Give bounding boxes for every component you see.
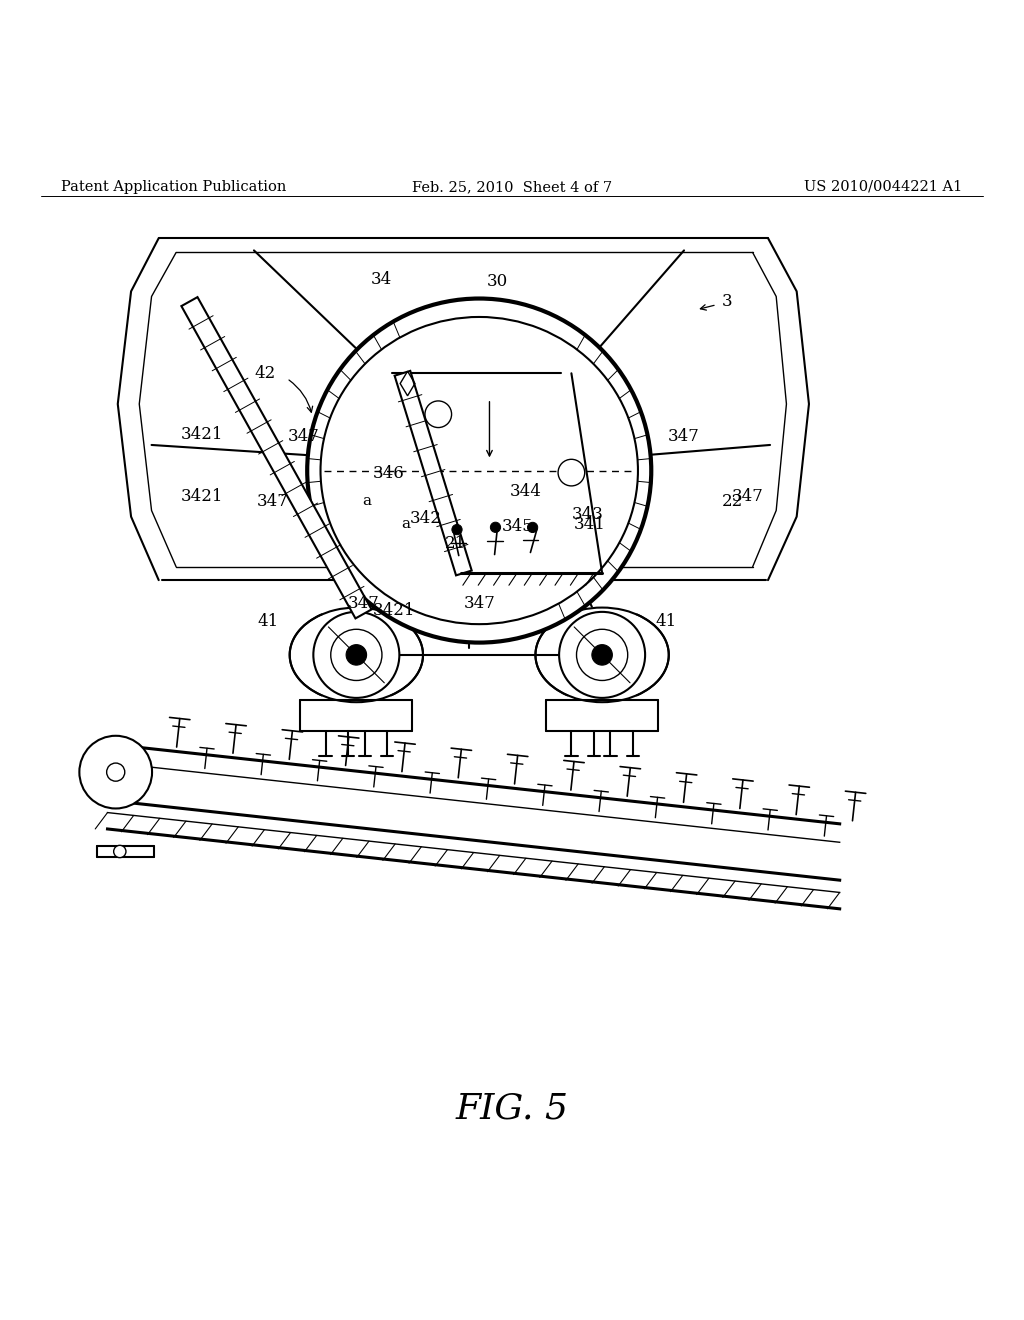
Circle shape xyxy=(592,644,612,665)
Text: 3421: 3421 xyxy=(180,426,223,444)
Text: 347: 347 xyxy=(347,595,380,612)
Circle shape xyxy=(577,630,628,681)
Text: 42: 42 xyxy=(254,364,275,381)
Circle shape xyxy=(452,524,462,535)
Circle shape xyxy=(313,612,399,698)
Text: 41: 41 xyxy=(655,612,677,630)
Circle shape xyxy=(346,644,367,665)
Circle shape xyxy=(79,735,152,808)
Text: 346: 346 xyxy=(373,465,404,482)
Text: 347: 347 xyxy=(257,492,289,510)
Text: 30: 30 xyxy=(487,273,508,289)
Circle shape xyxy=(425,401,452,428)
Text: a: a xyxy=(401,517,410,531)
Text: 347: 347 xyxy=(463,595,496,612)
Polygon shape xyxy=(394,371,472,576)
Text: 34: 34 xyxy=(371,271,391,288)
Circle shape xyxy=(331,630,382,681)
Circle shape xyxy=(559,612,645,698)
Circle shape xyxy=(558,459,585,486)
Text: 3421: 3421 xyxy=(373,602,416,619)
Polygon shape xyxy=(181,297,372,618)
Text: 342: 342 xyxy=(410,511,441,527)
Text: 3: 3 xyxy=(722,293,732,310)
Circle shape xyxy=(527,523,538,532)
Text: 341: 341 xyxy=(573,516,605,533)
Text: 3421: 3421 xyxy=(180,487,223,504)
Text: 22: 22 xyxy=(722,492,743,510)
Circle shape xyxy=(307,298,651,643)
Text: 21: 21 xyxy=(445,535,466,552)
Text: 345: 345 xyxy=(502,519,534,536)
Text: 41: 41 xyxy=(257,612,279,630)
Text: FIG. 5: FIG. 5 xyxy=(456,1092,568,1126)
Text: US 2010/0044221 A1: US 2010/0044221 A1 xyxy=(804,180,963,194)
Circle shape xyxy=(490,523,501,532)
Text: Patent Application Publication: Patent Application Publication xyxy=(61,180,287,194)
Text: a: a xyxy=(362,494,371,508)
Circle shape xyxy=(106,763,125,781)
Text: 347: 347 xyxy=(732,487,764,504)
Text: 344: 344 xyxy=(510,483,542,499)
Text: Feb. 25, 2010  Sheet 4 of 7: Feb. 25, 2010 Sheet 4 of 7 xyxy=(412,180,612,194)
Text: 347: 347 xyxy=(668,428,699,445)
Text: 347: 347 xyxy=(288,428,319,445)
Circle shape xyxy=(114,845,126,858)
Text: 343: 343 xyxy=(571,506,603,523)
